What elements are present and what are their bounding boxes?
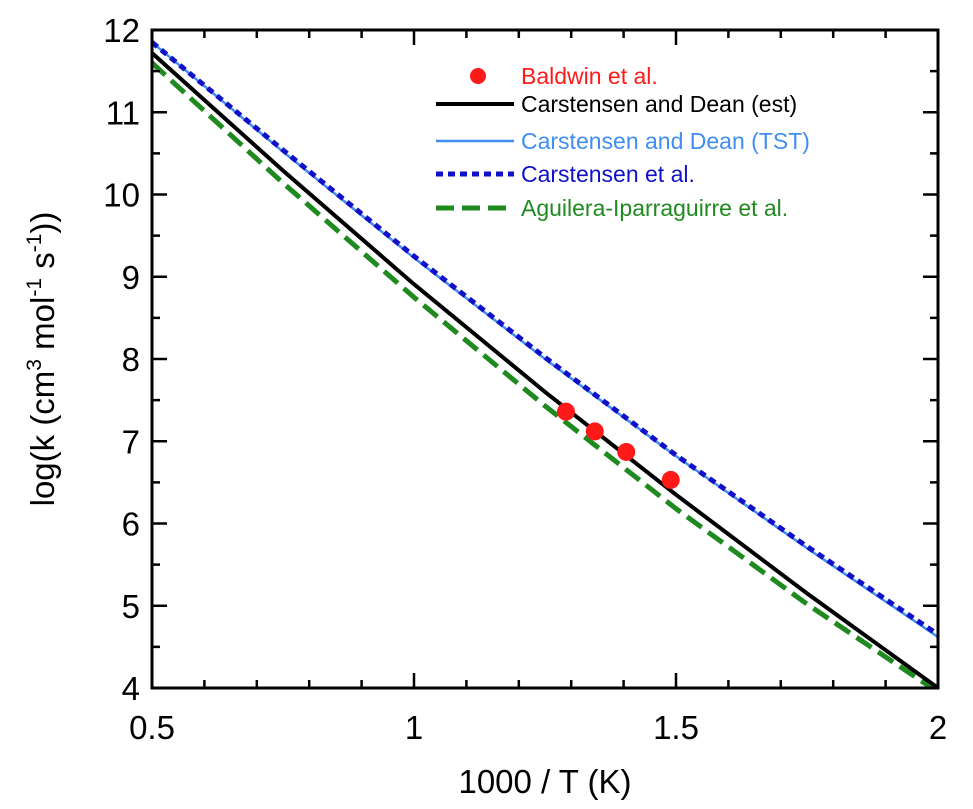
legend-label-carstensen-et-al: Carstensen et al.: [521, 161, 695, 187]
x-tick-label: 0.5: [129, 709, 175, 746]
legend-label-carstensen-dean-est: Carstensen and Dean (est): [521, 91, 797, 117]
y-tick-label: 4: [122, 670, 140, 707]
y-tick-label: 5: [122, 588, 140, 625]
legend-label-baldwin: Baldwin et al.: [521, 63, 658, 89]
x-tick-label: 1: [405, 709, 423, 746]
data-point: [585, 422, 604, 441]
x-tick-label: 2: [929, 709, 947, 746]
series-layer: [152, 40, 938, 688]
y-tick-label: 6: [122, 506, 140, 543]
legend-marker-baldwin: [470, 68, 486, 84]
y-tick-label: 9: [122, 259, 140, 296]
ticks-layer: 0.5 1 1.5 2 4 5 6 7 8 9 10 11 12: [103, 12, 947, 746]
y-tick-label: 8: [122, 341, 140, 378]
x-tick-label: 1.5: [653, 709, 699, 746]
x-axis-label: 1000 / T (K): [458, 763, 631, 800]
series-line-3: [152, 40, 938, 637]
points-layer: [556, 402, 680, 489]
data-point: [661, 470, 680, 489]
y-tick-label: 11: [106, 94, 140, 131]
data-point: [556, 402, 575, 421]
series-line-1: [152, 51, 938, 688]
y-tick-label: 7: [122, 423, 140, 460]
legend: Baldwin et al. Carstensen and Dean (est)…: [436, 63, 810, 221]
legend-label-aguilera: Aguilera-Iparraguirre et al.: [521, 195, 788, 221]
series-line-4: [152, 61, 937, 688]
data-point: [617, 442, 636, 461]
y-tick-label: 10: [103, 177, 140, 214]
y-tick-label: 12: [103, 12, 140, 49]
y-axis-label: log(k (cm3 mol-1 s-1)): [23, 212, 61, 507]
legend-label-carstensen-dean-tst: Carstensen and Dean (TST): [521, 128, 810, 154]
